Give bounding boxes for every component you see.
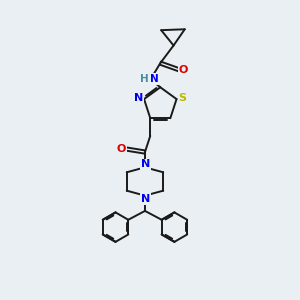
Text: N: N [134, 93, 143, 103]
Text: N: N [150, 74, 159, 84]
Text: O: O [117, 144, 126, 154]
Text: O: O [179, 65, 188, 75]
Text: S: S [178, 94, 186, 103]
Text: N: N [141, 159, 150, 170]
Text: N: N [141, 194, 150, 204]
Text: H: H [140, 74, 148, 84]
